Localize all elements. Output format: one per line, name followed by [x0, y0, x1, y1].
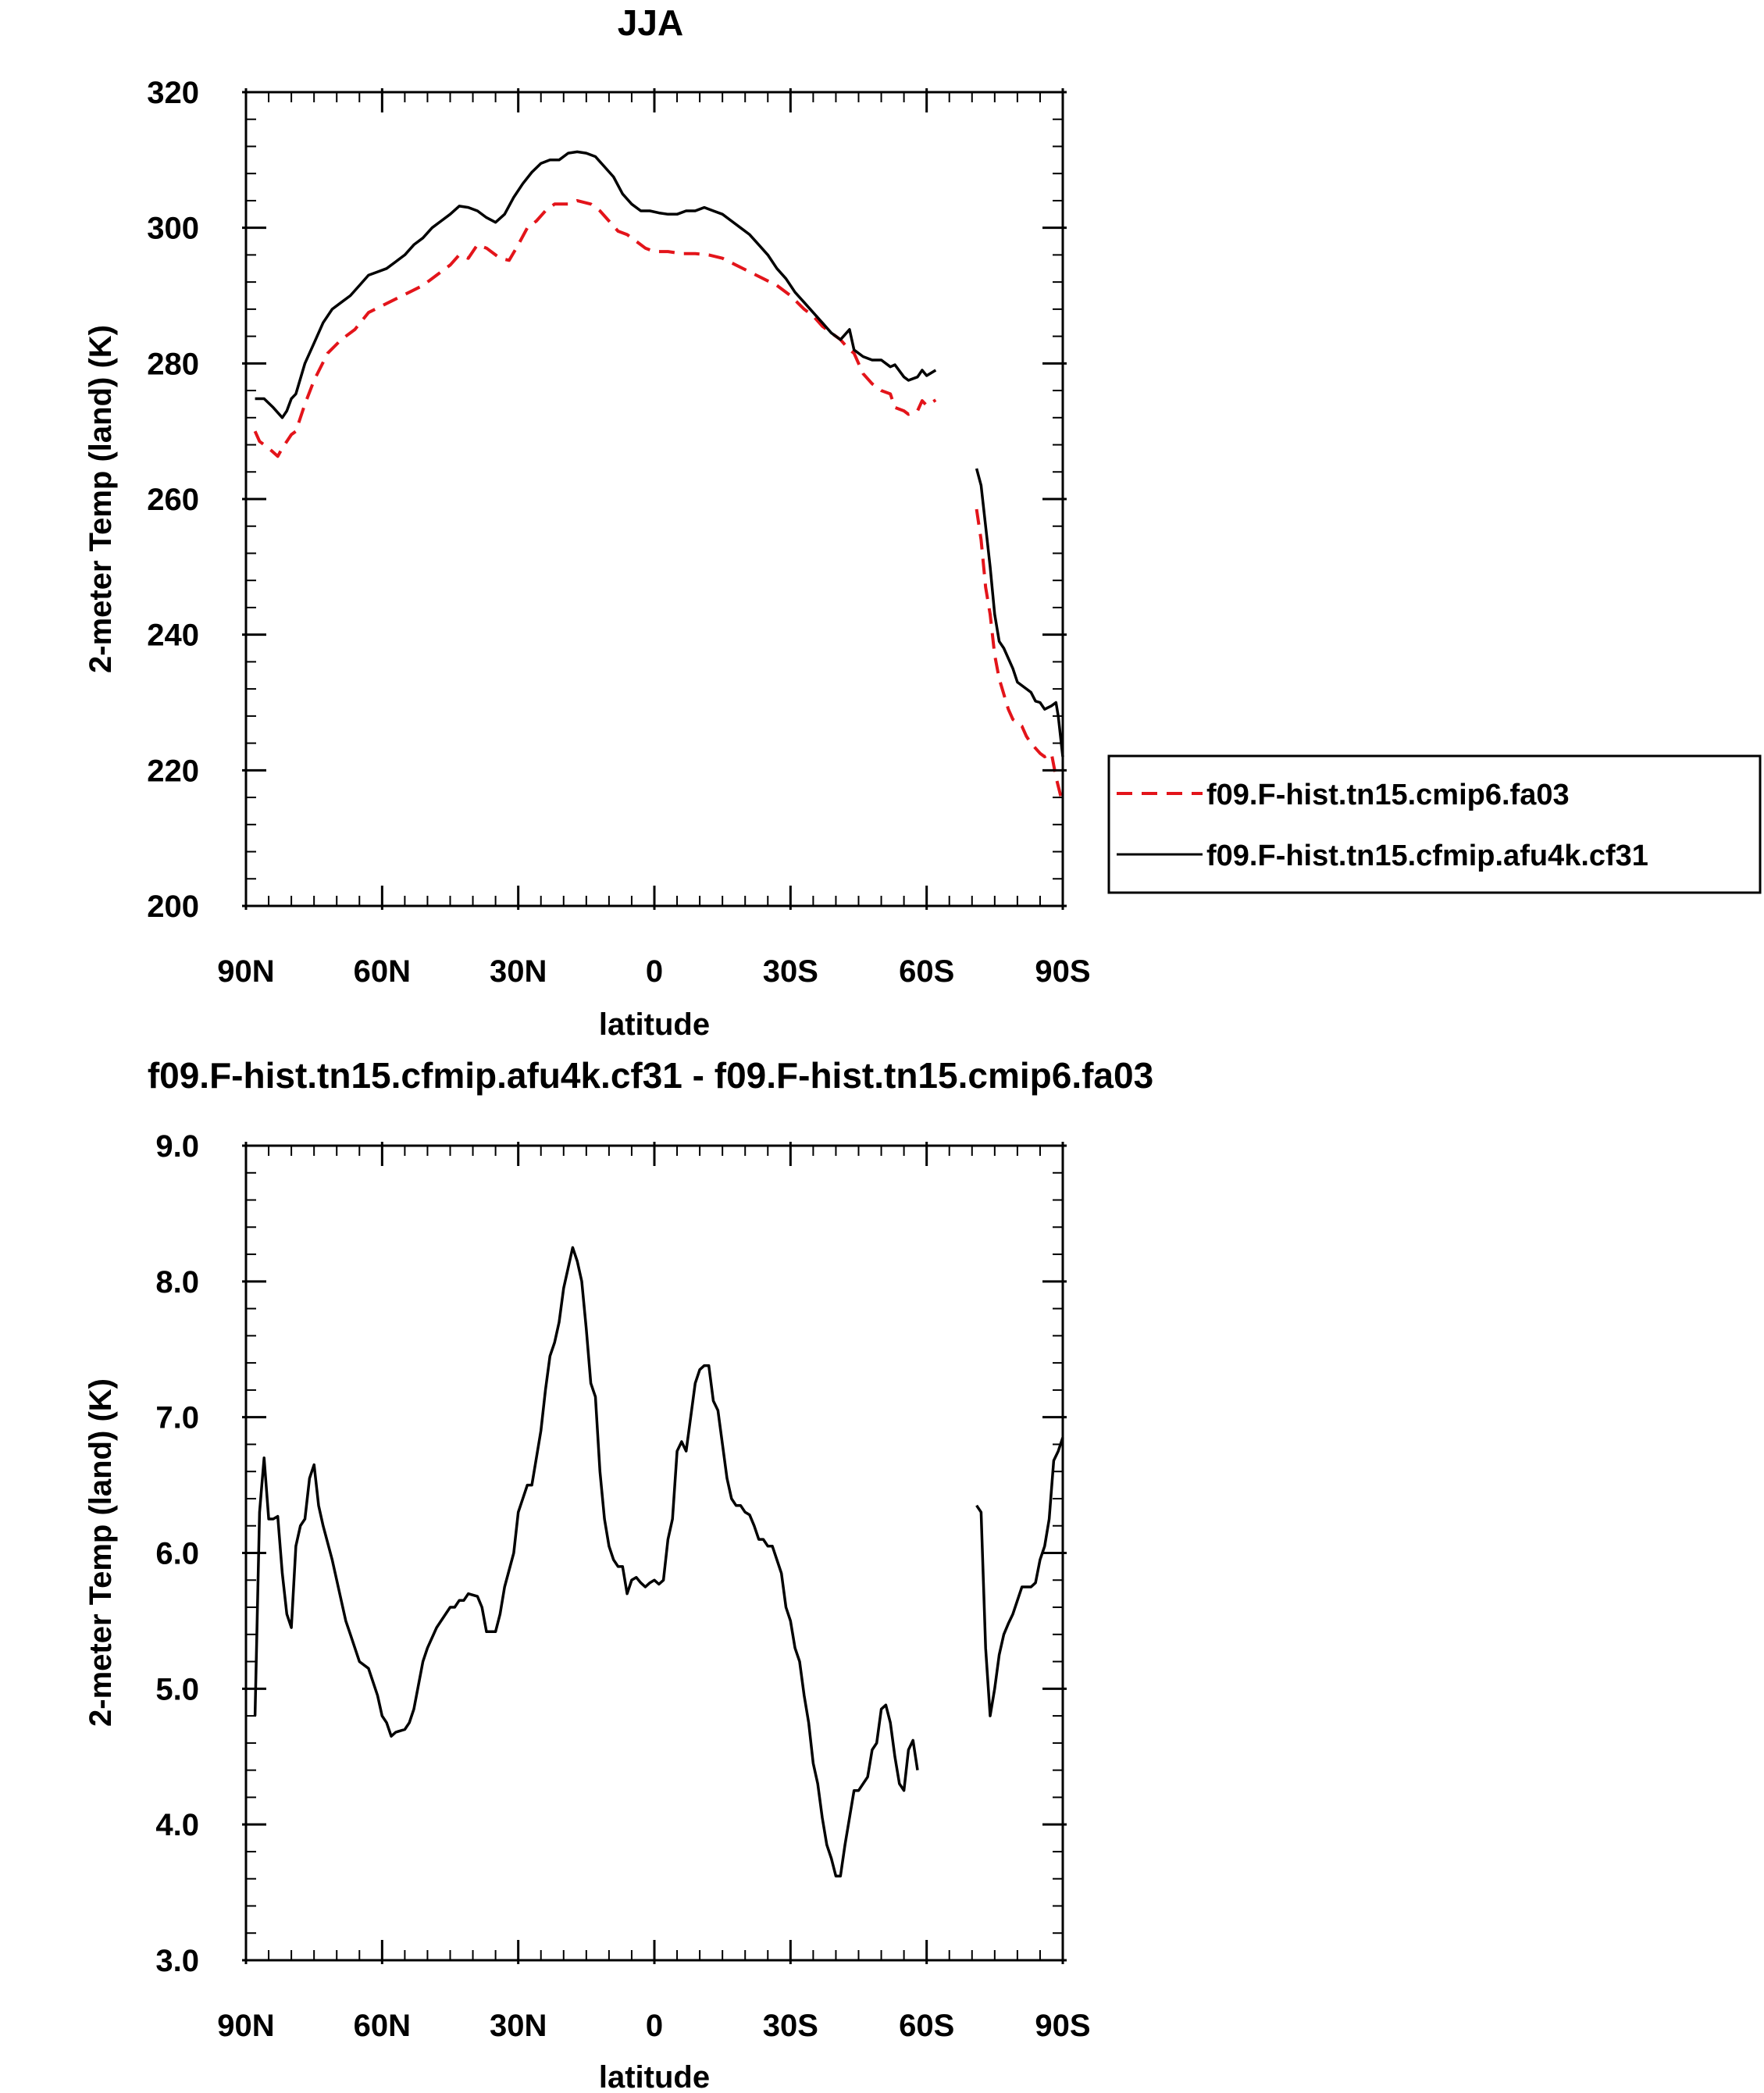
bottom-ytick-6.0: 6.0 [155, 1537, 199, 1571]
bottom-series [253, 1246, 1064, 1877]
bottom-x-axis-title: latitude [599, 2060, 710, 2093]
bottom-xtick-30S: 30S [763, 2009, 818, 2043]
top-xtick-60S: 60S [899, 954, 954, 989]
top-x-tick-labels: 90N 60N 30N 0 30S 60S 90S [217, 954, 1090, 989]
legend: f09.F-hist.tn15.cmip6.fa03 f09.F-hist.tn… [1107, 754, 1762, 894]
bottom-xtick-60S: 60S [899, 2009, 954, 2043]
top-xtick-30N: 30N [490, 954, 547, 989]
top-ytick-300: 300 [147, 212, 199, 246]
bottom-ytick-7.0: 7.0 [155, 1401, 199, 1435]
bottom-ytick-9.0: 9.0 [155, 1129, 199, 1164]
bottom-xtick-0: 0 [646, 2009, 663, 2043]
bottom-ytick-3.0: 3.0 [155, 1944, 199, 1978]
bottom-chart-title: f09.F-hist.tn15.cfmip.afu4k.cf31 - f09.F… [148, 1055, 1153, 1096]
top-xtick-0: 0 [646, 954, 663, 989]
bottom-xtick-60N: 60N [354, 2009, 411, 2043]
top-y-tick-labels: 200 220 240 260 280 300 320 [147, 76, 199, 924]
top-y-axis-title: 2-meter Temp (land) (K) [84, 325, 118, 673]
bottom-ytick-4.0: 4.0 [155, 1808, 199, 1842]
legend-label-fa03: f09.F-hist.tn15.cmip6.fa03 [1206, 779, 1570, 811]
top-xtick-90S: 90S [1035, 954, 1090, 989]
top-ytick-280: 280 [147, 347, 199, 381]
top-ytick-240: 240 [147, 619, 199, 653]
bottom-y-tick-labels: 3.0 4.0 5.0 6.0 7.0 8.0 9.0 [155, 1129, 199, 1978]
bottom-xtick-90S: 90S [1035, 2009, 1090, 2043]
top-xtick-90N: 90N [217, 954, 274, 989]
top-ytick-220: 220 [147, 754, 199, 788]
top-ytick-200: 200 [147, 890, 199, 924]
top-xtick-60N: 60N [354, 954, 411, 989]
bottom-xtick-90N: 90N [217, 2009, 274, 2043]
top-series [253, 150, 1064, 805]
series-line-1-segment-1 [975, 468, 1064, 758]
series-line-0-segment-1 [975, 1437, 1064, 1717]
top-ytick-260: 260 [147, 483, 199, 517]
bottom-panel: f09.F-hist.tn15.cfmip.afu4k.cf31 - f09.F… [84, 1055, 1153, 2093]
top-xtick-30S: 30S [763, 954, 818, 989]
bottom-ticks [242, 1142, 1067, 1964]
top-x-axis-title: latitude [599, 1007, 710, 1042]
legend-box [1107, 754, 1762, 894]
legend-label-cf31: f09.F-hist.tn15.cfmip.afu4k.cf31 [1206, 840, 1648, 872]
top-ticks [242, 88, 1067, 910]
bottom-y-axis-title: 2-meter Temp (land) (K) [84, 1378, 118, 1727]
top-chart-title: JJA [618, 2, 683, 43]
bottom-ytick-5.0: 5.0 [155, 1672, 199, 1706]
top-plot-frame [244, 91, 1064, 907]
series-line-0-segment-0 [253, 198, 937, 458]
bottom-xtick-30N: 30N [490, 2009, 547, 2043]
series-line-1-segment-0 [255, 150, 937, 419]
bottom-x-tick-labels: 90N 60N 30N 0 30S 60S 90S [217, 2009, 1090, 2043]
bottom-ytick-8.0: 8.0 [155, 1265, 199, 1300]
top-ytick-320: 320 [147, 76, 199, 110]
bottom-plot-frame [244, 1144, 1064, 1962]
top-panel: JJA 90N 60N 30N 0 30S 60S 90S 200 220 24… [84, 2, 1762, 1042]
series-line-0-segment-0 [253, 1246, 919, 1877]
